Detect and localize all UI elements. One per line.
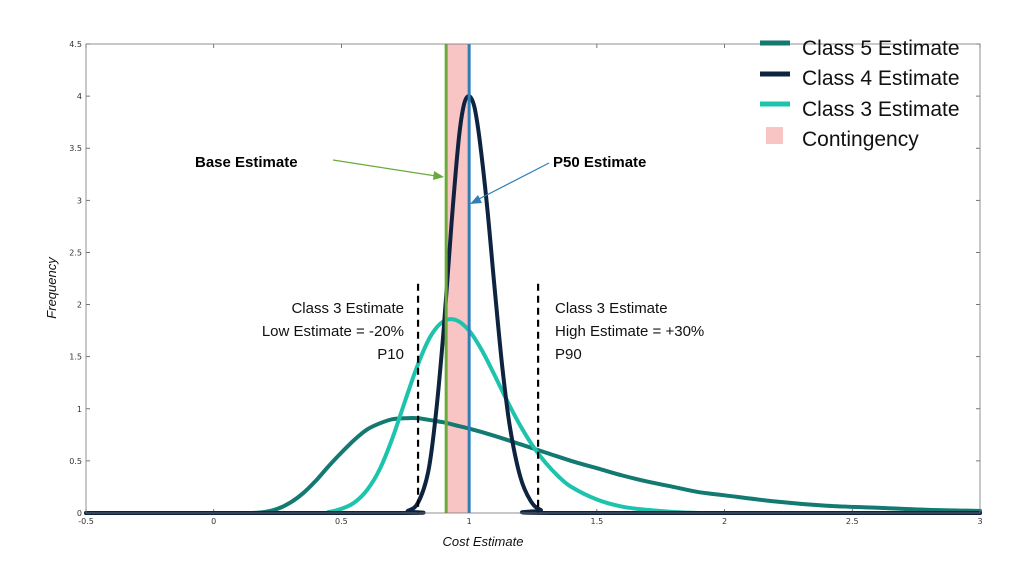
x-tick-label: 2 (722, 517, 727, 526)
y-tick-label: 0.5 (69, 457, 82, 466)
legend-label-class4: Class 4 Estimate (802, 67, 960, 90)
y-tick-label: 2 (77, 301, 82, 310)
base-estimate-arrow-line (332, 159, 437, 177)
y-tick-label: 3.5 (69, 144, 82, 153)
legend: Class 5 Estimate Class 4 Estimate Class … (760, 37, 960, 151)
y-tick-label: 1.5 (69, 353, 82, 362)
x-tick-label: 3 (977, 517, 982, 526)
p50-estimate-arrow-line (476, 162, 550, 201)
contingency-layer (446, 44, 470, 513)
y-tick-label: 2.5 (69, 248, 82, 257)
axes (85, 43, 981, 514)
x-tick-label: 0 (211, 517, 216, 526)
legend-swatch-contingency (766, 127, 783, 144)
x-tick-label: 1 (467, 517, 472, 526)
y-tick-label: 3 (77, 196, 82, 205)
base-estimate-label: Base Estimate (195, 154, 298, 171)
plot-area (86, 44, 980, 513)
y-tick-label: 0 (77, 509, 82, 518)
x-tick-label: 1.5 (590, 517, 603, 526)
low-estimate-line-1: Class 3 Estimate (291, 300, 404, 317)
contingency-band (446, 44, 470, 513)
legend-label-contingency: Contingency (802, 128, 919, 151)
high-estimate-line-1: Class 3 Estimate (555, 300, 668, 317)
x-axis-label: Cost Estimate (443, 534, 524, 549)
x-tick-label: 0.5 (335, 517, 348, 526)
p50-estimate-label: P50 Estimate (553, 154, 646, 171)
legend-label-class3: Class 3 Estimate (802, 98, 960, 121)
p50-estimate-arrowhead (470, 195, 482, 204)
y-tick-label: 1 (77, 405, 82, 414)
high-estimate-line-3: P90 (555, 346, 582, 363)
y-tick-label: 4.5 (69, 40, 82, 49)
y-axis-label: Frequency (44, 256, 59, 319)
series-class-5-estimate (84, 415, 982, 516)
low-estimate-line-3: P10 (377, 346, 404, 363)
high-estimate-line-2: High Estimate = +30% (555, 323, 704, 340)
axes-frame (85, 43, 981, 514)
x-tick-label: 2.5 (846, 517, 859, 526)
base-estimate-arrowhead (433, 171, 444, 180)
plot-background (86, 44, 980, 513)
legend-label-class5: Class 5 Estimate (802, 37, 960, 60)
x-tick-label: -0.5 (78, 517, 94, 526)
y-tick-label: 4 (77, 92, 82, 101)
low-estimate-line-2: Low Estimate = -20% (262, 323, 404, 340)
reference-lines (416, 44, 540, 513)
